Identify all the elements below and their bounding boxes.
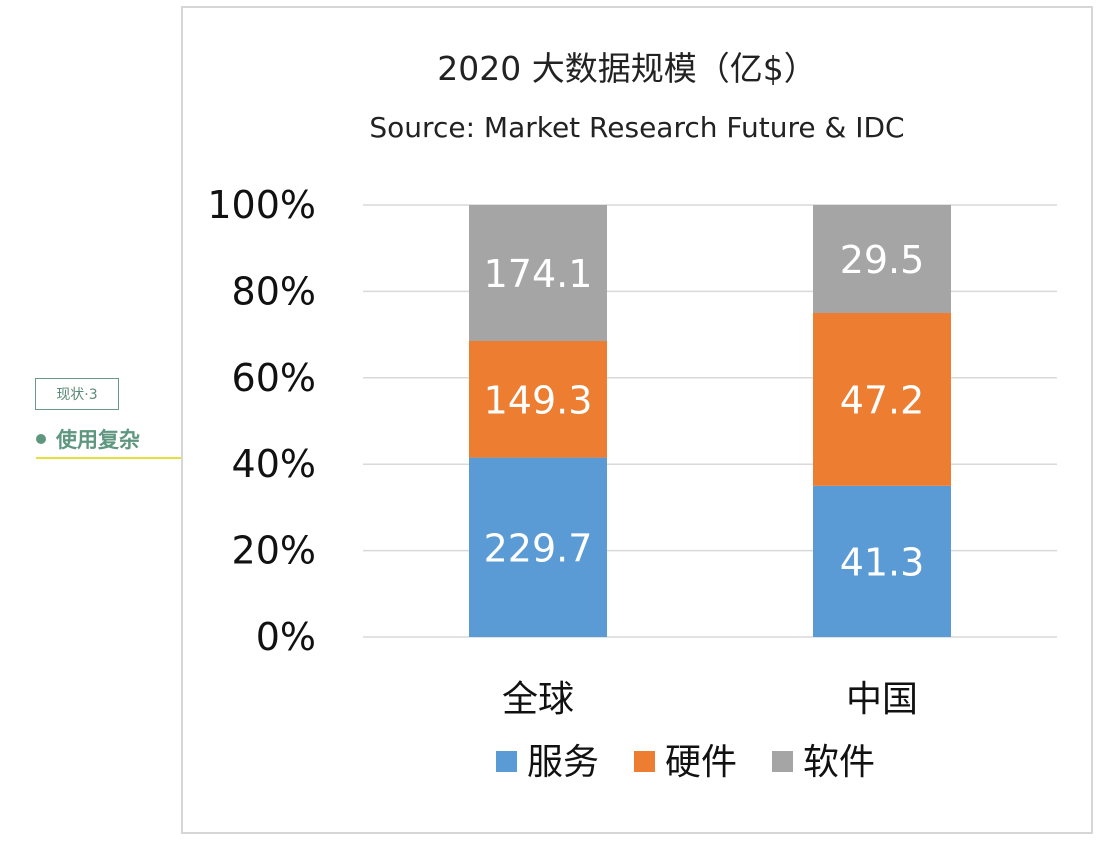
y-tick-label: 0% — [256, 615, 316, 659]
bullet-dot-icon — [36, 434, 46, 444]
bars-layer — [469, 205, 951, 637]
grid-layer — [363, 204, 1057, 638]
data-label: 149.3 — [484, 378, 593, 422]
bar-segment — [813, 313, 951, 486]
x-category-label: 全球 — [502, 679, 574, 720]
text-layer: 2020 大数据规模（亿$） Source: Market Research Fu… — [207, 49, 918, 783]
y-tick-label: 60% — [232, 356, 316, 400]
y-tick-label: 80% — [232, 269, 316, 313]
x-category-label: 中国 — [846, 679, 918, 720]
bar-segment — [813, 485, 951, 637]
bar-segment — [469, 205, 607, 341]
data-label: 47.2 — [840, 378, 925, 422]
y-tick-label: 40% — [232, 442, 316, 486]
chart-subtitle: Source: Market Research Future & IDC — [369, 111, 904, 144]
legend-swatch — [496, 751, 517, 772]
annotation-tag: 现状·3 — [35, 378, 119, 410]
bar-segment — [813, 205, 951, 313]
y-tick-label: 20% — [232, 529, 316, 573]
labels-layer: 229.7 149.3 174.1 41.3 47.2 29.5 — [484, 238, 925, 584]
bar-segment — [469, 457, 607, 637]
legend-swatch — [772, 751, 793, 772]
annotation-heading: 使用复杂 — [36, 424, 140, 454]
y-tick-label: 100% — [207, 183, 316, 227]
bar-segment — [469, 340, 607, 458]
legend-label: 服务 — [527, 742, 599, 783]
legend-label: 软件 — [803, 742, 875, 783]
annotation-heading-text: 使用复杂 — [56, 428, 140, 452]
legend-label: 硬件 — [665, 742, 737, 783]
legend-swatch — [634, 751, 655, 772]
data-label: 174.1 — [484, 252, 593, 296]
chart-title: 2020 大数据规模（亿$） — [437, 49, 816, 88]
data-label: 29.5 — [840, 238, 925, 282]
annotation-underline — [36, 457, 198, 459]
data-label: 229.7 — [484, 526, 593, 570]
data-label: 41.3 — [840, 540, 925, 584]
